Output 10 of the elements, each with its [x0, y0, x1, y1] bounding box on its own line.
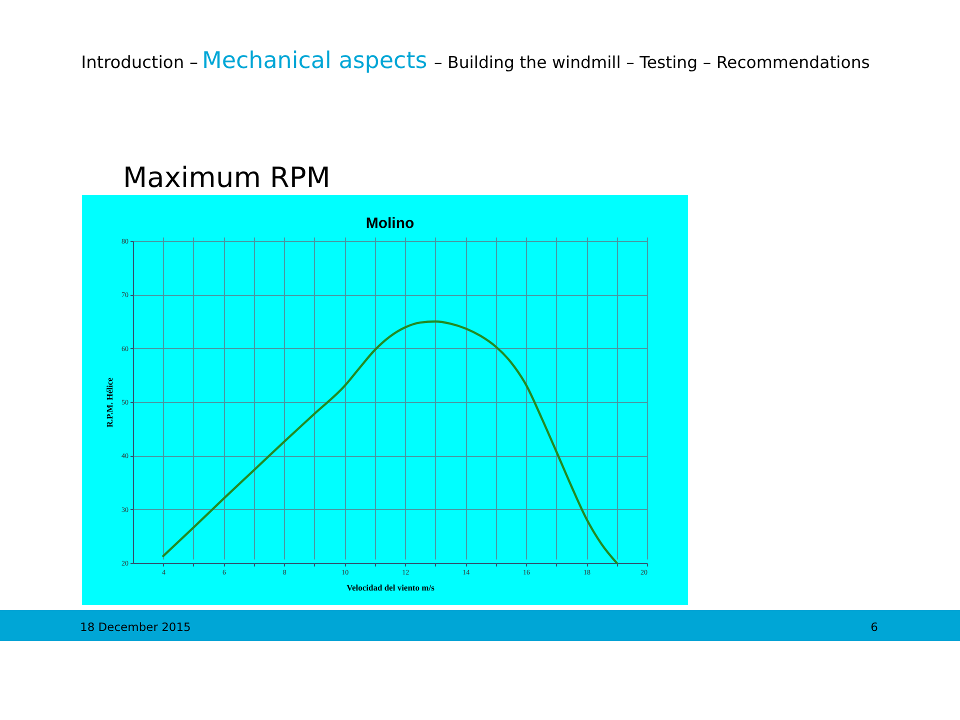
- text: – Building the windmill – Testing – Recommendations: [434, 53, 870, 72]
- text: 18 December 2015: [80, 620, 191, 634]
- line-series: [162, 320, 618, 564]
- x-axis-title: Velocidad del viento m/s: [346, 582, 436, 592]
- text: 6: [870, 620, 878, 634]
- chart-title: Molino: [366, 215, 414, 232]
- y-axis-title: R.P.M. Hélice: [104, 377, 114, 428]
- text: Mechanical aspects: [202, 48, 428, 74]
- text: Maximum RPM: [123, 161, 330, 194]
- text: Introduction –: [81, 53, 198, 73]
